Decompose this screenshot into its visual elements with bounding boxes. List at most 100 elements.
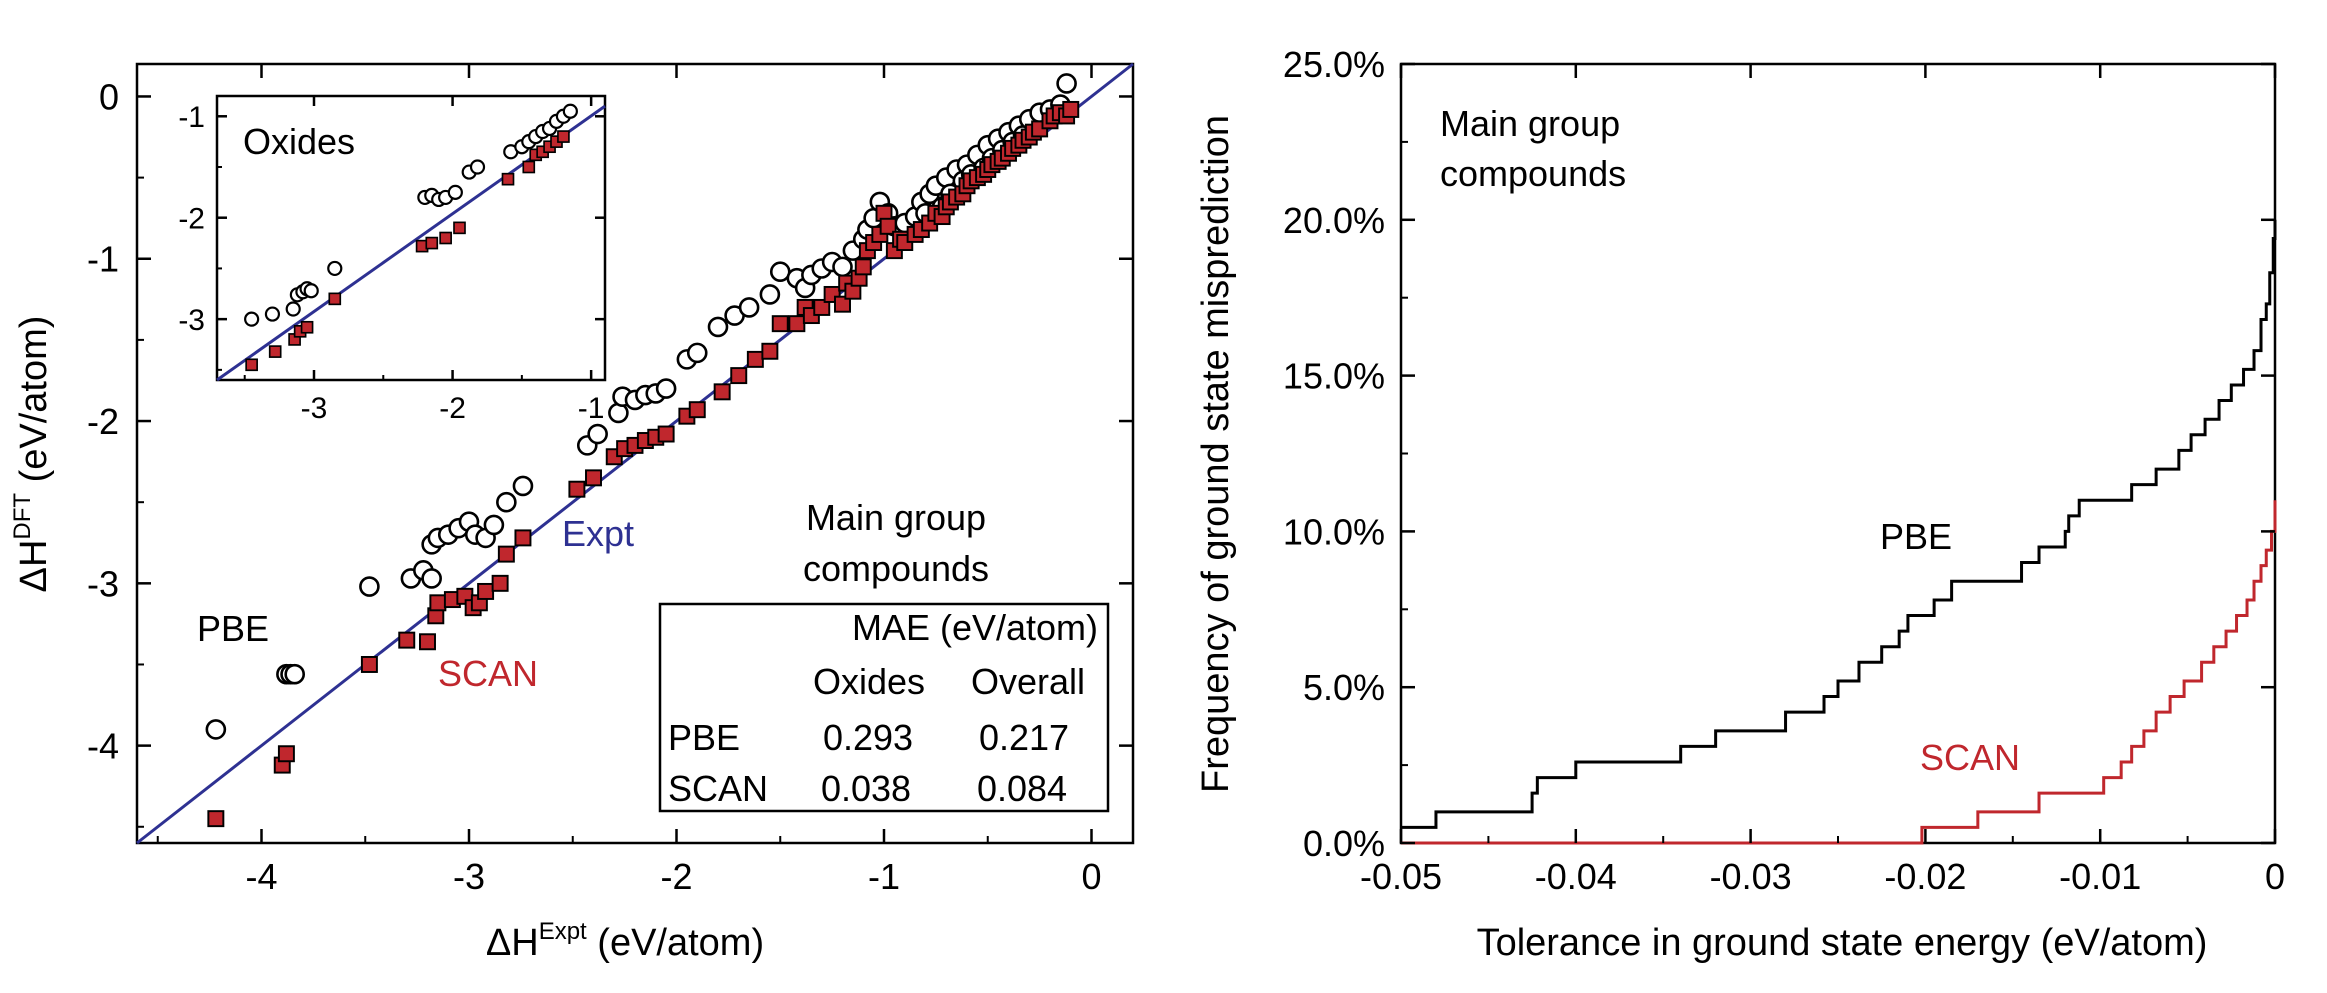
right-main-group-line2: compounds [1440,153,1626,194]
pbe-point [562,103,578,119]
mae-header: MAE (eV/atom) [852,607,1098,648]
scan-point [585,469,602,487]
y-tick-label: -3 [87,563,119,604]
y-tick-label: 15.0% [1283,356,1385,397]
inset-scan-points [245,130,570,372]
pbe-point [496,491,517,513]
pbe-step-line [1401,219,2277,829]
pbe-point [483,514,505,536]
scan-point [557,130,570,143]
mae-row-pbe-overall: 0.217 [979,717,1069,758]
expt-annotation: Expt [562,513,634,554]
left-y-axis-label: ΔHDFT (eV/atom) [9,316,55,593]
inset-x-ticks: -3 -2 -1 [243,96,605,425]
pbe-point [769,261,791,283]
pbe-point [359,576,380,597]
scan-point [1062,100,1080,118]
y-tick-label: -2 [178,203,205,236]
mae-col-overall: Overall [971,661,1085,702]
mae-row-pbe-oxides: 0.293 [823,717,913,758]
y-tick-label: 0 [99,76,119,117]
scan-point [657,425,675,443]
scan-point [834,295,851,313]
pbe-point [832,256,853,278]
scan-point [328,292,342,306]
y-tick-label: -1 [87,239,119,280]
inset-y-ticks: -3 -2 -1 [178,101,605,371]
scan-point [245,358,258,372]
scan-point [713,383,731,401]
y-tick-label: -2 [87,401,119,442]
y-tick-label: 5.0% [1303,667,1385,708]
scan-point [854,258,872,276]
x-tick-label: -2 [439,392,466,425]
left-main-group-line1: Main group [806,497,986,538]
pbe-point [205,719,227,740]
x-tick-label: 0 [1081,856,1101,897]
pbe-point [587,423,608,445]
scan-point [477,582,495,600]
x-tick-label: -1 [868,856,900,897]
mae-col-oxides: Oxides [813,661,925,702]
left-scan-annotation: SCAN [438,653,538,694]
scan-point [419,633,436,651]
x-tick-label: -0.03 [1710,856,1792,897]
x-tick-label: -1 [578,392,605,425]
x-tick-label: -2 [660,856,692,897]
scan-point [300,320,314,334]
scan-point [425,236,439,250]
scan-point [501,172,515,186]
pbe-point [264,306,281,322]
y-tick-label: -4 [87,726,119,767]
scan-step-line [1401,500,2277,845]
right-y-axis-label: Frequency of ground state misprediction [1195,115,1237,793]
pbe-point [327,260,343,277]
x-tick-label: -0.04 [1535,856,1617,897]
right-x-ticks: -0.05 -0.04 -0.03 -0.02 -0.01 0 [1360,64,2285,897]
y-tick-label: 20.0% [1283,200,1385,241]
pbe-point [759,284,781,305]
left-pbe-annotation: PBE [197,608,269,649]
pbe-point [447,184,463,200]
scan-point [746,350,764,368]
x-tick-label: -3 [301,392,328,425]
left-x-ticks: -4 -3 -2 -1 0 [156,64,1102,897]
y-tick-label: 25.0% [1283,44,1385,85]
scan-point [491,574,509,592]
x-tick-label: -0.01 [2059,856,2141,897]
pbe-point [421,568,442,589]
scan-point [761,342,779,360]
scan-point [879,217,897,235]
scan-point [730,367,748,385]
pbe-point [244,311,260,327]
left-plot-frame [135,62,1135,845]
scan-point [207,810,225,828]
scan-point [497,545,515,563]
inset-title: Oxides [243,121,355,162]
mae-table-frame [658,602,1110,813]
pbe-point [738,297,760,318]
pbe-point [707,316,729,338]
y-tick-label: -1 [178,101,205,134]
y-tick-label: 0.0% [1303,823,1385,864]
y-tick-label: -3 [178,304,205,337]
scan-points [207,100,1080,828]
formation-energy-panel: -4 -3 -2 -1 0 -4 -3 -2 -1 0 ΔHExpt (eV/atom) ΔHD… [9,62,1135,964]
scan-point [360,656,378,673]
misprediction-panel: -0.05 -0.04 -0.03 -0.02 -0.01 0 0.0% 5.0% 10.0%… [1195,44,2285,964]
scan-point [788,315,806,333]
scan-point [771,315,789,333]
y-tick-label: 10.0% [1283,511,1385,552]
x-tick-label: -0.05 [1360,856,1442,897]
right-y-ticks: 0.0% 5.0% 10.0% 15.0% 20.0% 25.0% [1283,44,2275,864]
scan-point [522,160,536,174]
right-x-axis-label: Tolerance in ground state energy (eV/ato… [1477,922,2208,964]
left-main-group-line2: compounds [803,548,989,589]
right-scan-annotation: SCAN [1920,737,2020,778]
scan-point [453,221,466,235]
pbe-point [1056,73,1077,94]
x-tick-label: -3 [453,856,485,897]
pbe-point [285,301,301,317]
mae-row-pbe-label: PBE [668,717,740,758]
